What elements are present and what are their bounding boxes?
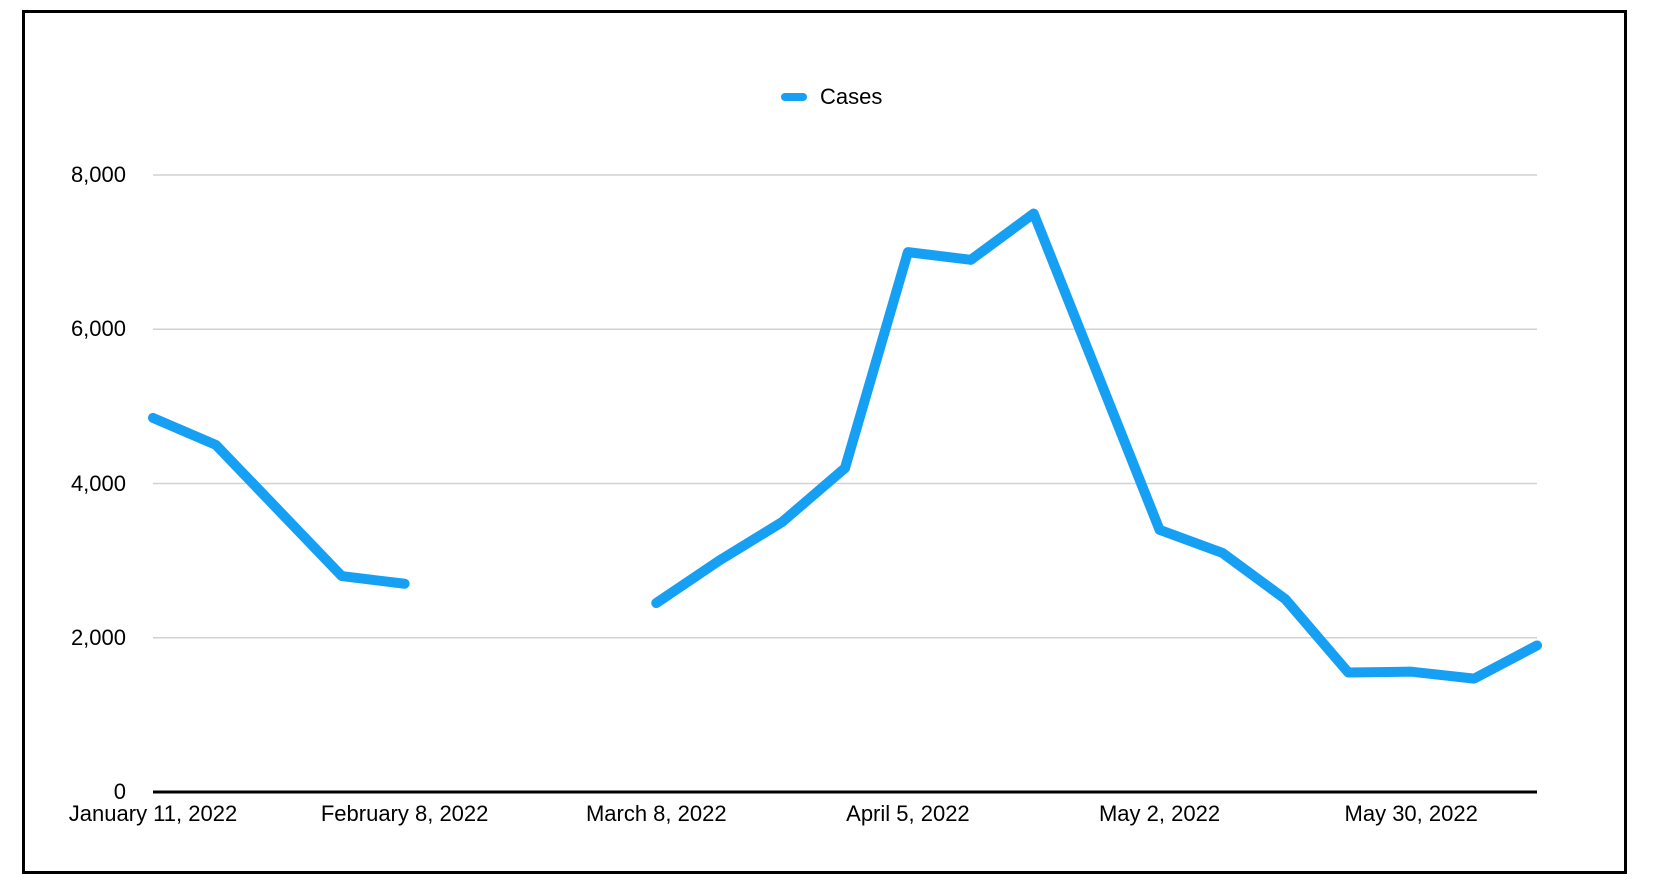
y-tick-label-6000: 6,000 [70,316,126,342]
chart-frame [22,10,1627,874]
legend: Cases [781,83,882,111]
y-tick-label-0: 0 [113,779,126,804]
y-tick-label-2000: 2,000 [70,624,126,650]
legend-cases-label: Cases [820,84,883,109]
cases-series-line [651,208,1542,684]
x-tick-label-1: February 8, 2022 [320,801,489,826]
y-tick-label-4000: 4,000 [70,470,126,496]
x-tick-label-4: May 2, 2022 [1098,801,1221,826]
y-tick-label-8000: 8,000 [70,162,126,187]
x-tick-label-5: May 30, 2022 [1344,801,1478,826]
x-tick-label-3: April 5, 2022 [846,801,970,826]
legend-line-swatch [781,93,807,101]
x-tick-label-2: March 8, 2022 [585,801,727,826]
cases-series-line [148,412,410,589]
x-tick-label-0: January 11, 2022 [68,801,238,826]
